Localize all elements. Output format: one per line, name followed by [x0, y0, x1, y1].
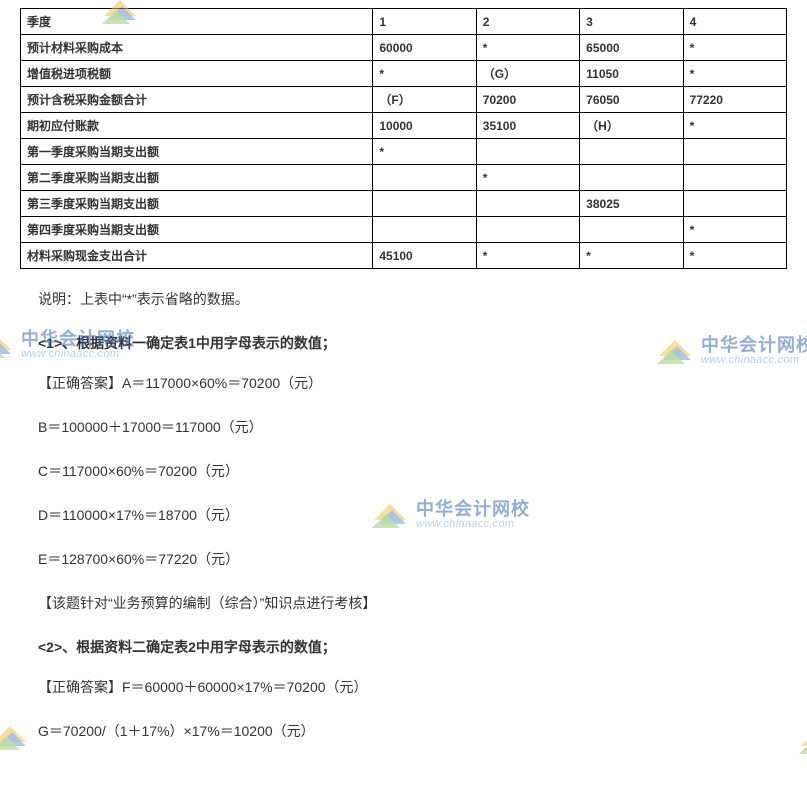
cell: 65000 — [580, 35, 683, 61]
col-header: 1 — [373, 9, 476, 35]
cell — [476, 191, 579, 217]
row-label: 预计材料采购成本 — [21, 35, 373, 61]
cell — [683, 165, 786, 191]
cell — [683, 139, 786, 165]
row-label: 第二季度采购当期支出额 — [21, 165, 373, 191]
cell: 35100 — [476, 113, 579, 139]
answer-line: C＝117000×60%＝70200（元） — [38, 461, 787, 481]
answer-line: 【正确答案】F＝60000＋60000×17%＝70200（元） — [38, 677, 787, 697]
cell: 45100 — [373, 243, 476, 269]
table-row: 预计含税采购金额合计 （F） 70200 76050 77220 — [21, 87, 787, 113]
table-header-row: 季度 1 2 3 4 — [21, 9, 787, 35]
budget-table: 季度 1 2 3 4 预计材料采购成本 60000 * 65000 * 增值税进… — [20, 8, 787, 269]
cell: * — [683, 61, 786, 87]
row-label: 期初应付账款 — [21, 113, 373, 139]
cell: 11050 — [580, 61, 683, 87]
cell — [683, 191, 786, 217]
cell: （G） — [476, 61, 579, 87]
cell — [580, 217, 683, 243]
watermark-logo — [797, 724, 807, 758]
row-label: 第三季度采购当期支出额 — [21, 191, 373, 217]
col-header: 2 — [476, 9, 579, 35]
answer-line: D＝110000×17%＝18700（元） — [38, 505, 787, 525]
answer-line: B＝100000＋17000＝117000（元） — [38, 417, 787, 437]
cell: （H） — [580, 113, 683, 139]
table-row: 第一季度采购当期支出额 * — [21, 139, 787, 165]
cell: 70200 — [476, 87, 579, 113]
table-row: 材料采购现金支出合计 45100 * * * — [21, 243, 787, 269]
answer-line: 【正确答案】A＝117000×60%＝70200（元） — [38, 373, 787, 393]
cell: 10000 — [373, 113, 476, 139]
cell: 77220 — [683, 87, 786, 113]
cell: * — [683, 217, 786, 243]
cell — [373, 217, 476, 243]
cell: * — [373, 61, 476, 87]
table-note: 说明：上表中“*”表示省略的数据。 — [38, 289, 787, 309]
answer-line: E＝128700×60%＝77220（元） — [38, 549, 787, 569]
answer-line: 【该题针对“业务预算的编制（综合）”知识点进行考核】 — [38, 593, 787, 613]
cell: * — [683, 243, 786, 269]
table-row: 预计材料采购成本 60000 * 65000 * — [21, 35, 787, 61]
q1-title: <1>、根据资料一确定表1中用字母表示的数值； — [38, 333, 787, 353]
cell: （F） — [373, 87, 476, 113]
cell: * — [683, 113, 786, 139]
col-header: 季度 — [21, 9, 373, 35]
cell: * — [476, 35, 579, 61]
cell — [373, 165, 476, 191]
row-label: 第四季度采购当期支出额 — [21, 217, 373, 243]
watermark-logo — [0, 720, 30, 754]
cell — [580, 139, 683, 165]
cell: * — [476, 165, 579, 191]
table-row: 增值税进项税额 * （G） 11050 * — [21, 61, 787, 87]
cell — [476, 139, 579, 165]
cell: * — [476, 243, 579, 269]
col-header: 4 — [683, 9, 786, 35]
answer-line: G＝70200/（1＋17%）×17%＝10200（元） — [38, 721, 787, 741]
row-label: 预计含税采购金额合计 — [21, 87, 373, 113]
col-header: 3 — [580, 9, 683, 35]
q2-title: <2>、根据资料二确定表2中用字母表示的数值； — [38, 637, 787, 657]
table-row: 期初应付账款 10000 35100 （H） * — [21, 113, 787, 139]
cell: 60000 — [373, 35, 476, 61]
cell — [580, 165, 683, 191]
watermark-en: www.chinaacc.com — [701, 355, 807, 367]
row-label: 增值税进项税额 — [21, 61, 373, 87]
cell — [373, 191, 476, 217]
cell: * — [580, 243, 683, 269]
table-row: 第二季度采购当期支出额 * — [21, 165, 787, 191]
table-row: 第四季度采购当期支出额 * — [21, 217, 787, 243]
cell: 76050 — [580, 87, 683, 113]
row-label: 材料采购现金支出合计 — [21, 243, 373, 269]
table-row: 第三季度采购当期支出额 38025 — [21, 191, 787, 217]
cell — [476, 217, 579, 243]
row-label: 第一季度采购当期支出额 — [21, 139, 373, 165]
cell: 38025 — [580, 191, 683, 217]
cell: * — [683, 35, 786, 61]
cell: * — [373, 139, 476, 165]
